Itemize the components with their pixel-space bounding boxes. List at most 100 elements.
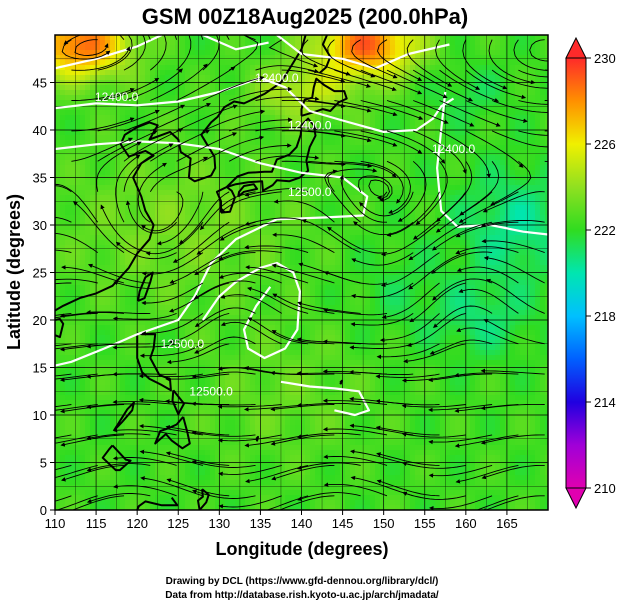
field-cell [70, 295, 76, 301]
field-cell [295, 470, 301, 476]
field-cell [275, 160, 281, 166]
field-cell [190, 395, 196, 401]
field-cell [295, 245, 301, 251]
field-cell [130, 410, 136, 416]
field-cell [205, 505, 211, 510]
field-cell [310, 45, 316, 51]
field-cell [130, 90, 136, 96]
field-cell [60, 455, 66, 461]
field-cell [285, 135, 291, 141]
field-cell [70, 370, 76, 376]
field-cell [190, 390, 196, 396]
field-cell [185, 485, 191, 491]
field-cell [205, 55, 211, 61]
field-cell [310, 445, 316, 451]
field-cell [80, 440, 86, 446]
field-cell [185, 315, 191, 321]
field-cell [80, 165, 86, 171]
field-cell [75, 170, 81, 176]
field-cell [150, 465, 156, 471]
field-cell [160, 330, 166, 336]
field-cell [190, 200, 196, 206]
field-cell [135, 370, 141, 376]
field-cell [105, 40, 111, 46]
field-cell [120, 315, 126, 321]
field-cell [255, 125, 261, 131]
field-cell [60, 190, 66, 196]
field-cell [175, 100, 181, 106]
field-cell [60, 210, 66, 216]
field-cell [210, 125, 216, 131]
field-cell [135, 70, 141, 76]
field-cell [270, 490, 276, 496]
field-cell [135, 480, 141, 486]
field-cell [145, 105, 151, 111]
field-cell [285, 325, 291, 331]
field-cell [55, 90, 61, 96]
field-cell [270, 375, 276, 381]
field-cell [265, 285, 271, 291]
field-cell [75, 160, 81, 166]
field-cell [90, 110, 96, 116]
field-cell [215, 200, 221, 206]
field-cell [205, 195, 211, 201]
field-cell [290, 85, 296, 91]
field-cell [310, 315, 316, 321]
field-cell [90, 385, 96, 391]
field-cell [195, 165, 201, 171]
field-cell [235, 405, 241, 411]
field-cell [215, 450, 221, 456]
field-cell [90, 330, 96, 336]
field-cell [160, 210, 166, 216]
field-cell [130, 390, 136, 396]
field-cell [185, 205, 191, 211]
field-cell [180, 480, 186, 486]
field-cell [315, 170, 321, 176]
field-cell [265, 380, 271, 386]
field-cell [125, 85, 131, 91]
field-cell [100, 345, 106, 351]
field-cell [240, 265, 246, 271]
field-cell [180, 385, 186, 391]
field-cell [235, 370, 241, 376]
field-cell [95, 505, 101, 510]
field-cell [165, 190, 171, 196]
field-cell [315, 265, 321, 271]
field-cell [185, 470, 191, 476]
field-cell [185, 225, 191, 231]
field-cell [85, 315, 91, 321]
field-cell [215, 155, 221, 161]
field-cell [310, 210, 316, 216]
field-cell [120, 225, 126, 231]
field-cell [85, 300, 91, 306]
field-cell [250, 290, 256, 296]
field-cell [105, 400, 111, 406]
field-cell [240, 170, 246, 176]
field-cell [205, 320, 211, 326]
field-cell [265, 375, 271, 381]
field-cell [90, 465, 96, 471]
field-cell [275, 415, 281, 421]
field-cell [230, 425, 236, 431]
field-cell [115, 145, 121, 151]
field-cell [105, 260, 111, 266]
field-cell [95, 445, 101, 451]
field-cell [230, 60, 236, 66]
field-cell [95, 45, 101, 51]
field-cell [275, 145, 281, 151]
field-cell [240, 300, 246, 306]
field-cell [85, 430, 91, 436]
field-cell [170, 490, 176, 496]
field-cell [295, 50, 301, 56]
field-cell [80, 330, 86, 336]
field-cell [215, 375, 221, 381]
field-cell [95, 480, 101, 486]
field-cell [120, 115, 126, 121]
field-cell [165, 505, 171, 510]
field-cell [135, 280, 141, 286]
field-cell [210, 235, 216, 241]
field-cell [160, 490, 166, 496]
field-cell [120, 110, 126, 116]
field-cell [200, 370, 206, 376]
field-cell [60, 415, 66, 421]
